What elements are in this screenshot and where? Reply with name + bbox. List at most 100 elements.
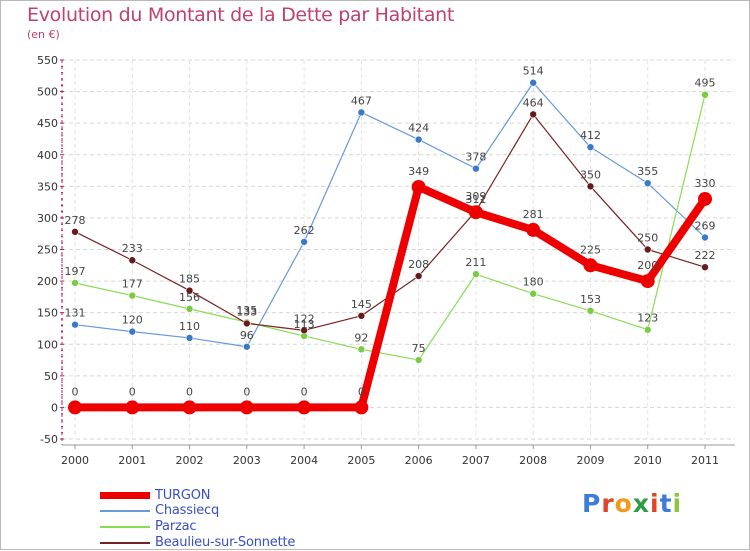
data-point (701, 90, 709, 99)
series-line-parzac (74, 94, 706, 361)
data-point (583, 258, 598, 273)
data-point (357, 312, 366, 320)
data-label: 225 (580, 243, 601, 256)
y-tick-label: 350 (37, 180, 58, 193)
data-label: 92 (354, 331, 368, 344)
data-label: 110 (179, 320, 200, 333)
data-point (300, 238, 308, 246)
data-point (701, 233, 709, 242)
data-label: 309 (465, 190, 486, 203)
legend-swatch (100, 526, 150, 528)
data-label: 514 (523, 65, 544, 78)
data-point (297, 400, 312, 415)
proxiti-logo: Proxiti (582, 489, 683, 518)
data-point (128, 291, 137, 300)
legend-label: TURGON (155, 488, 211, 503)
data-label: 464 (523, 96, 544, 109)
y-tick-label: -50 (40, 433, 58, 446)
data-label: 211 (465, 256, 486, 269)
data-label: 185 (179, 273, 200, 286)
x-tick-label: 2010 (634, 454, 662, 467)
data-point (128, 256, 137, 265)
y-tick-label: 300 (37, 212, 58, 225)
data-point (643, 325, 652, 334)
data-label: 350 (580, 168, 601, 181)
legend-swatch (100, 492, 150, 499)
data-point (698, 191, 712, 206)
data-label: 250 (637, 232, 658, 245)
data-point (414, 135, 423, 144)
data-label: 311 (465, 193, 486, 206)
data-point (357, 345, 366, 354)
chart-title: Evolution du Montant de la Dette par Hab… (27, 4, 455, 26)
data-point (472, 270, 480, 278)
data-label: 177 (122, 278, 143, 291)
data-point (185, 334, 194, 342)
series-line-chassiecq (74, 82, 706, 348)
data-point (125, 400, 140, 415)
data-label: 330 (695, 177, 716, 190)
x-tick-label: 2007 (462, 454, 490, 467)
data-label: 122 (294, 312, 315, 325)
x-tick-label: 2011 (691, 454, 719, 467)
data-label: 131 (65, 307, 86, 320)
legend-swatch (100, 510, 150, 512)
y-tick-label: 50 (44, 370, 58, 383)
x-tick-label: 2009 (576, 454, 604, 467)
data-point (182, 400, 197, 415)
data-label: 75 (412, 342, 426, 355)
x-tick-label: 2006 (405, 454, 433, 467)
data-point (586, 306, 595, 315)
data-point (71, 228, 79, 236)
data-label: 233 (122, 242, 143, 255)
data-label: 378 (465, 151, 486, 164)
data-label: 145 (351, 298, 372, 311)
data-label: 281 (523, 208, 544, 221)
y-tick-label: 500 (37, 86, 58, 99)
x-tick-label: 2003 (233, 454, 261, 467)
data-label: 495 (695, 77, 716, 90)
data-point (71, 320, 79, 329)
data-point (354, 400, 369, 415)
data-point (468, 205, 483, 220)
data-label: 412 (580, 129, 601, 142)
y-tick-label: 100 (37, 338, 58, 351)
data-label: 467 (351, 94, 372, 107)
data-label: 222 (695, 249, 716, 262)
y-tick-label: 550 (37, 54, 58, 67)
x-tick-label: 2000 (61, 454, 89, 467)
legend-label: Beaulieu-sur-Sonnette (155, 535, 296, 550)
y-tick-label: 400 (37, 149, 58, 162)
data-point (529, 289, 537, 298)
series-line-turgon (71, 182, 709, 412)
data-label: 200 (637, 259, 658, 272)
chart-unit-label: (en €) (27, 28, 60, 41)
data-label: 0 (186, 385, 193, 398)
x-tick-label: 2008 (519, 454, 547, 467)
data-point (185, 305, 194, 313)
y-tick-label: 200 (37, 275, 58, 288)
data-label: 355 (637, 165, 658, 178)
data-point (472, 164, 480, 173)
data-point (239, 400, 254, 415)
data-label: 0 (301, 385, 308, 398)
data-point (586, 143, 595, 151)
x-tick-label: 2002 (176, 454, 204, 467)
data-point (529, 110, 537, 119)
y-tick-label: 250 (37, 244, 58, 257)
data-label: 0 (129, 385, 136, 398)
data-point (300, 326, 308, 335)
data-point (68, 400, 82, 415)
data-point (640, 274, 655, 289)
data-point (128, 327, 137, 336)
data-point (529, 78, 537, 87)
data-label: 135 (236, 304, 257, 317)
data-point (643, 179, 652, 187)
data-point (243, 319, 251, 328)
data-label: 156 (179, 291, 200, 304)
data-label: 153 (580, 293, 601, 306)
data-point (414, 356, 423, 364)
y-tick-label: 150 (37, 307, 58, 320)
data-label: 269 (695, 219, 716, 232)
